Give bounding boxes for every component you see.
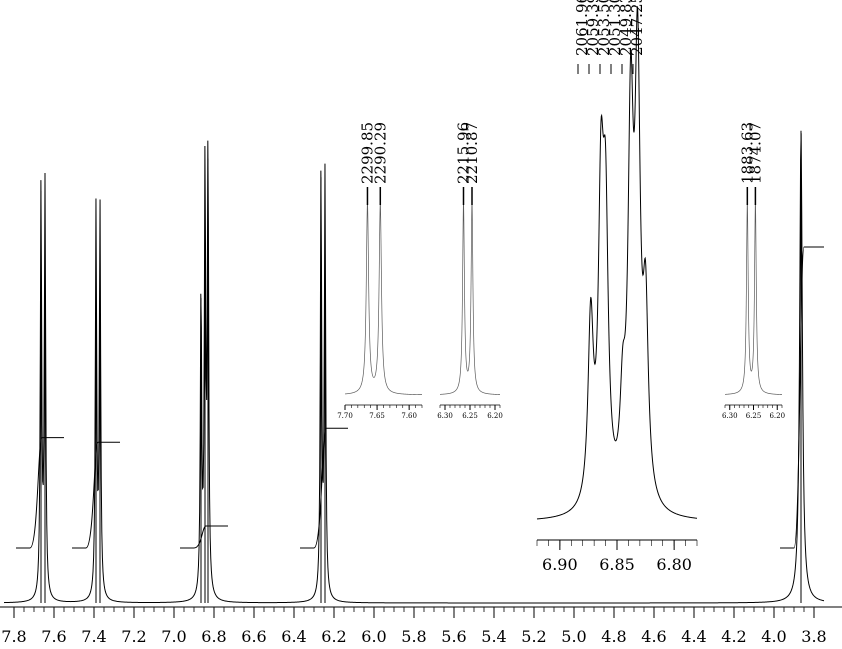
integral-curve xyxy=(16,437,64,549)
inset-inset-685: 6.90 6.85 6.80 2061.962059.392053.502051.30… xyxy=(536,0,698,574)
x-tick-label: 7.8 xyxy=(1,627,26,646)
x-tick-label: 4.8 xyxy=(601,627,626,646)
inset-tick-label: 6.30 xyxy=(722,412,738,420)
peak-label: 1874.07 xyxy=(746,122,764,184)
inset-tick-label: 6.20 xyxy=(769,412,785,420)
inset-trace xyxy=(724,201,782,395)
spectrum-trace xyxy=(3,133,825,604)
x-tick-label: 5.6 xyxy=(441,627,466,646)
x-tick-label: 4.0 xyxy=(761,627,786,646)
inset-tick-label: 6.90 xyxy=(542,555,578,574)
peak-label: 2210.87 xyxy=(463,122,481,184)
peak-label: 2215.96 xyxy=(455,122,473,184)
peak-label: 2290.29 xyxy=(371,122,389,184)
x-tick-label: 5.4 xyxy=(481,627,506,646)
inset-trace xyxy=(439,201,500,395)
integral-curve xyxy=(72,441,120,549)
peak-label: 1883.63 xyxy=(738,122,756,184)
inset-trace xyxy=(536,6,698,520)
peak-label: 2051.30 xyxy=(606,0,624,56)
inset-trace xyxy=(344,202,423,396)
inset-tick-label: 6.25 xyxy=(462,412,478,420)
peak-label: 2059.39 xyxy=(584,0,602,56)
integral-curve xyxy=(300,427,348,549)
integral-curve xyxy=(180,525,228,549)
inset-tick-label: 6.30 xyxy=(437,412,453,420)
x-tick-label: 5.2 xyxy=(521,627,546,646)
x-tick-label: 7.2 xyxy=(121,627,146,646)
x-tick-label: 6.6 xyxy=(241,627,266,646)
x-tick-label: 5.8 xyxy=(401,627,426,646)
x-tick-label: 6.4 xyxy=(281,627,306,646)
x-tick-label: 7.6 xyxy=(41,627,66,646)
x-tick-label: 4.4 xyxy=(681,627,706,646)
peak-label: 2061.96 xyxy=(573,0,591,56)
inset-tick-label: 7.65 xyxy=(369,412,385,420)
x-tick-label: 7.4 xyxy=(81,627,106,646)
x-tick-label: 4.2 xyxy=(721,627,746,646)
inset-tick-label: 6.25 xyxy=(746,412,762,420)
inset-tick-label: 6.85 xyxy=(599,555,635,574)
integral-curve xyxy=(780,246,824,549)
x-tick-label: 5.0 xyxy=(561,627,586,646)
peak-label: 2047.25 xyxy=(628,0,646,56)
x-tick-label: 6.8 xyxy=(201,627,226,646)
inset-tick-label: 7.70 xyxy=(337,412,353,420)
inset-tick-label: 7.60 xyxy=(401,412,417,420)
peak-label: 2049.83 xyxy=(617,0,635,56)
x-tick-label: 4.6 xyxy=(641,627,666,646)
x-tick-label: 6.0 xyxy=(361,627,386,646)
inset-tick-label: 6.20 xyxy=(487,412,503,420)
peak-label: 2299.85 xyxy=(358,122,376,184)
x-tick-label: 7.0 xyxy=(161,627,186,646)
peak-label: 2053.50 xyxy=(595,0,613,56)
inset-tick-label: 6.80 xyxy=(656,555,692,574)
x-tick-label: 6.2 xyxy=(321,627,346,646)
x-tick-label: 3.8 xyxy=(801,627,826,646)
